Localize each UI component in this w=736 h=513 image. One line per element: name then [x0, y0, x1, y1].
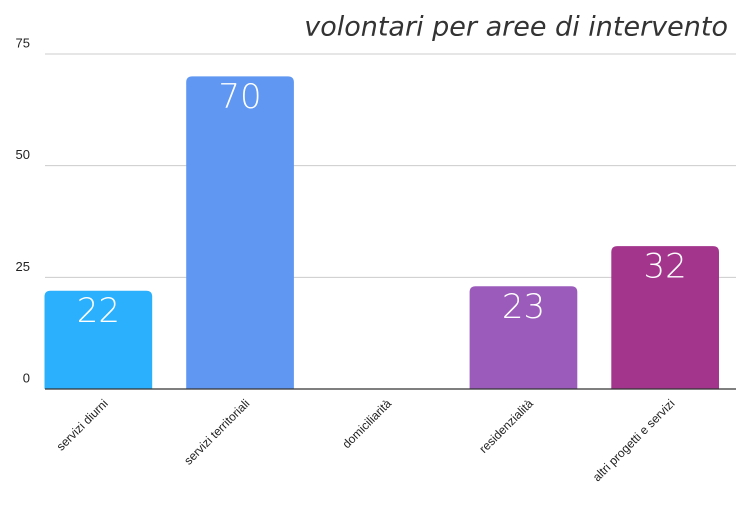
y-tick-label: 75 — [16, 35, 30, 50]
x-tick-label: domiciliarità — [339, 396, 394, 451]
chart-title: volontari per aree di intervento — [304, 12, 728, 43]
bar — [611, 246, 719, 389]
x-tick-label: residenzialità — [476, 396, 536, 456]
x-tick-label: servizi territoriali — [181, 396, 252, 467]
bar — [44, 290, 153, 389]
y-tick-label: 25 — [16, 259, 30, 274]
x-tick-label: altri progetti e servizi — [590, 396, 678, 484]
data-label: 32 — [644, 247, 687, 287]
data-label: 70 — [218, 77, 261, 117]
x-tick-label: servizi diurni — [54, 396, 111, 453]
bar — [186, 76, 294, 389]
data-label: 23 — [502, 287, 545, 327]
data-label: 22 — [77, 291, 120, 331]
y-tick-label: 0 — [23, 370, 30, 385]
y-tick-label: 50 — [16, 147, 30, 162]
bar — [469, 286, 578, 389]
